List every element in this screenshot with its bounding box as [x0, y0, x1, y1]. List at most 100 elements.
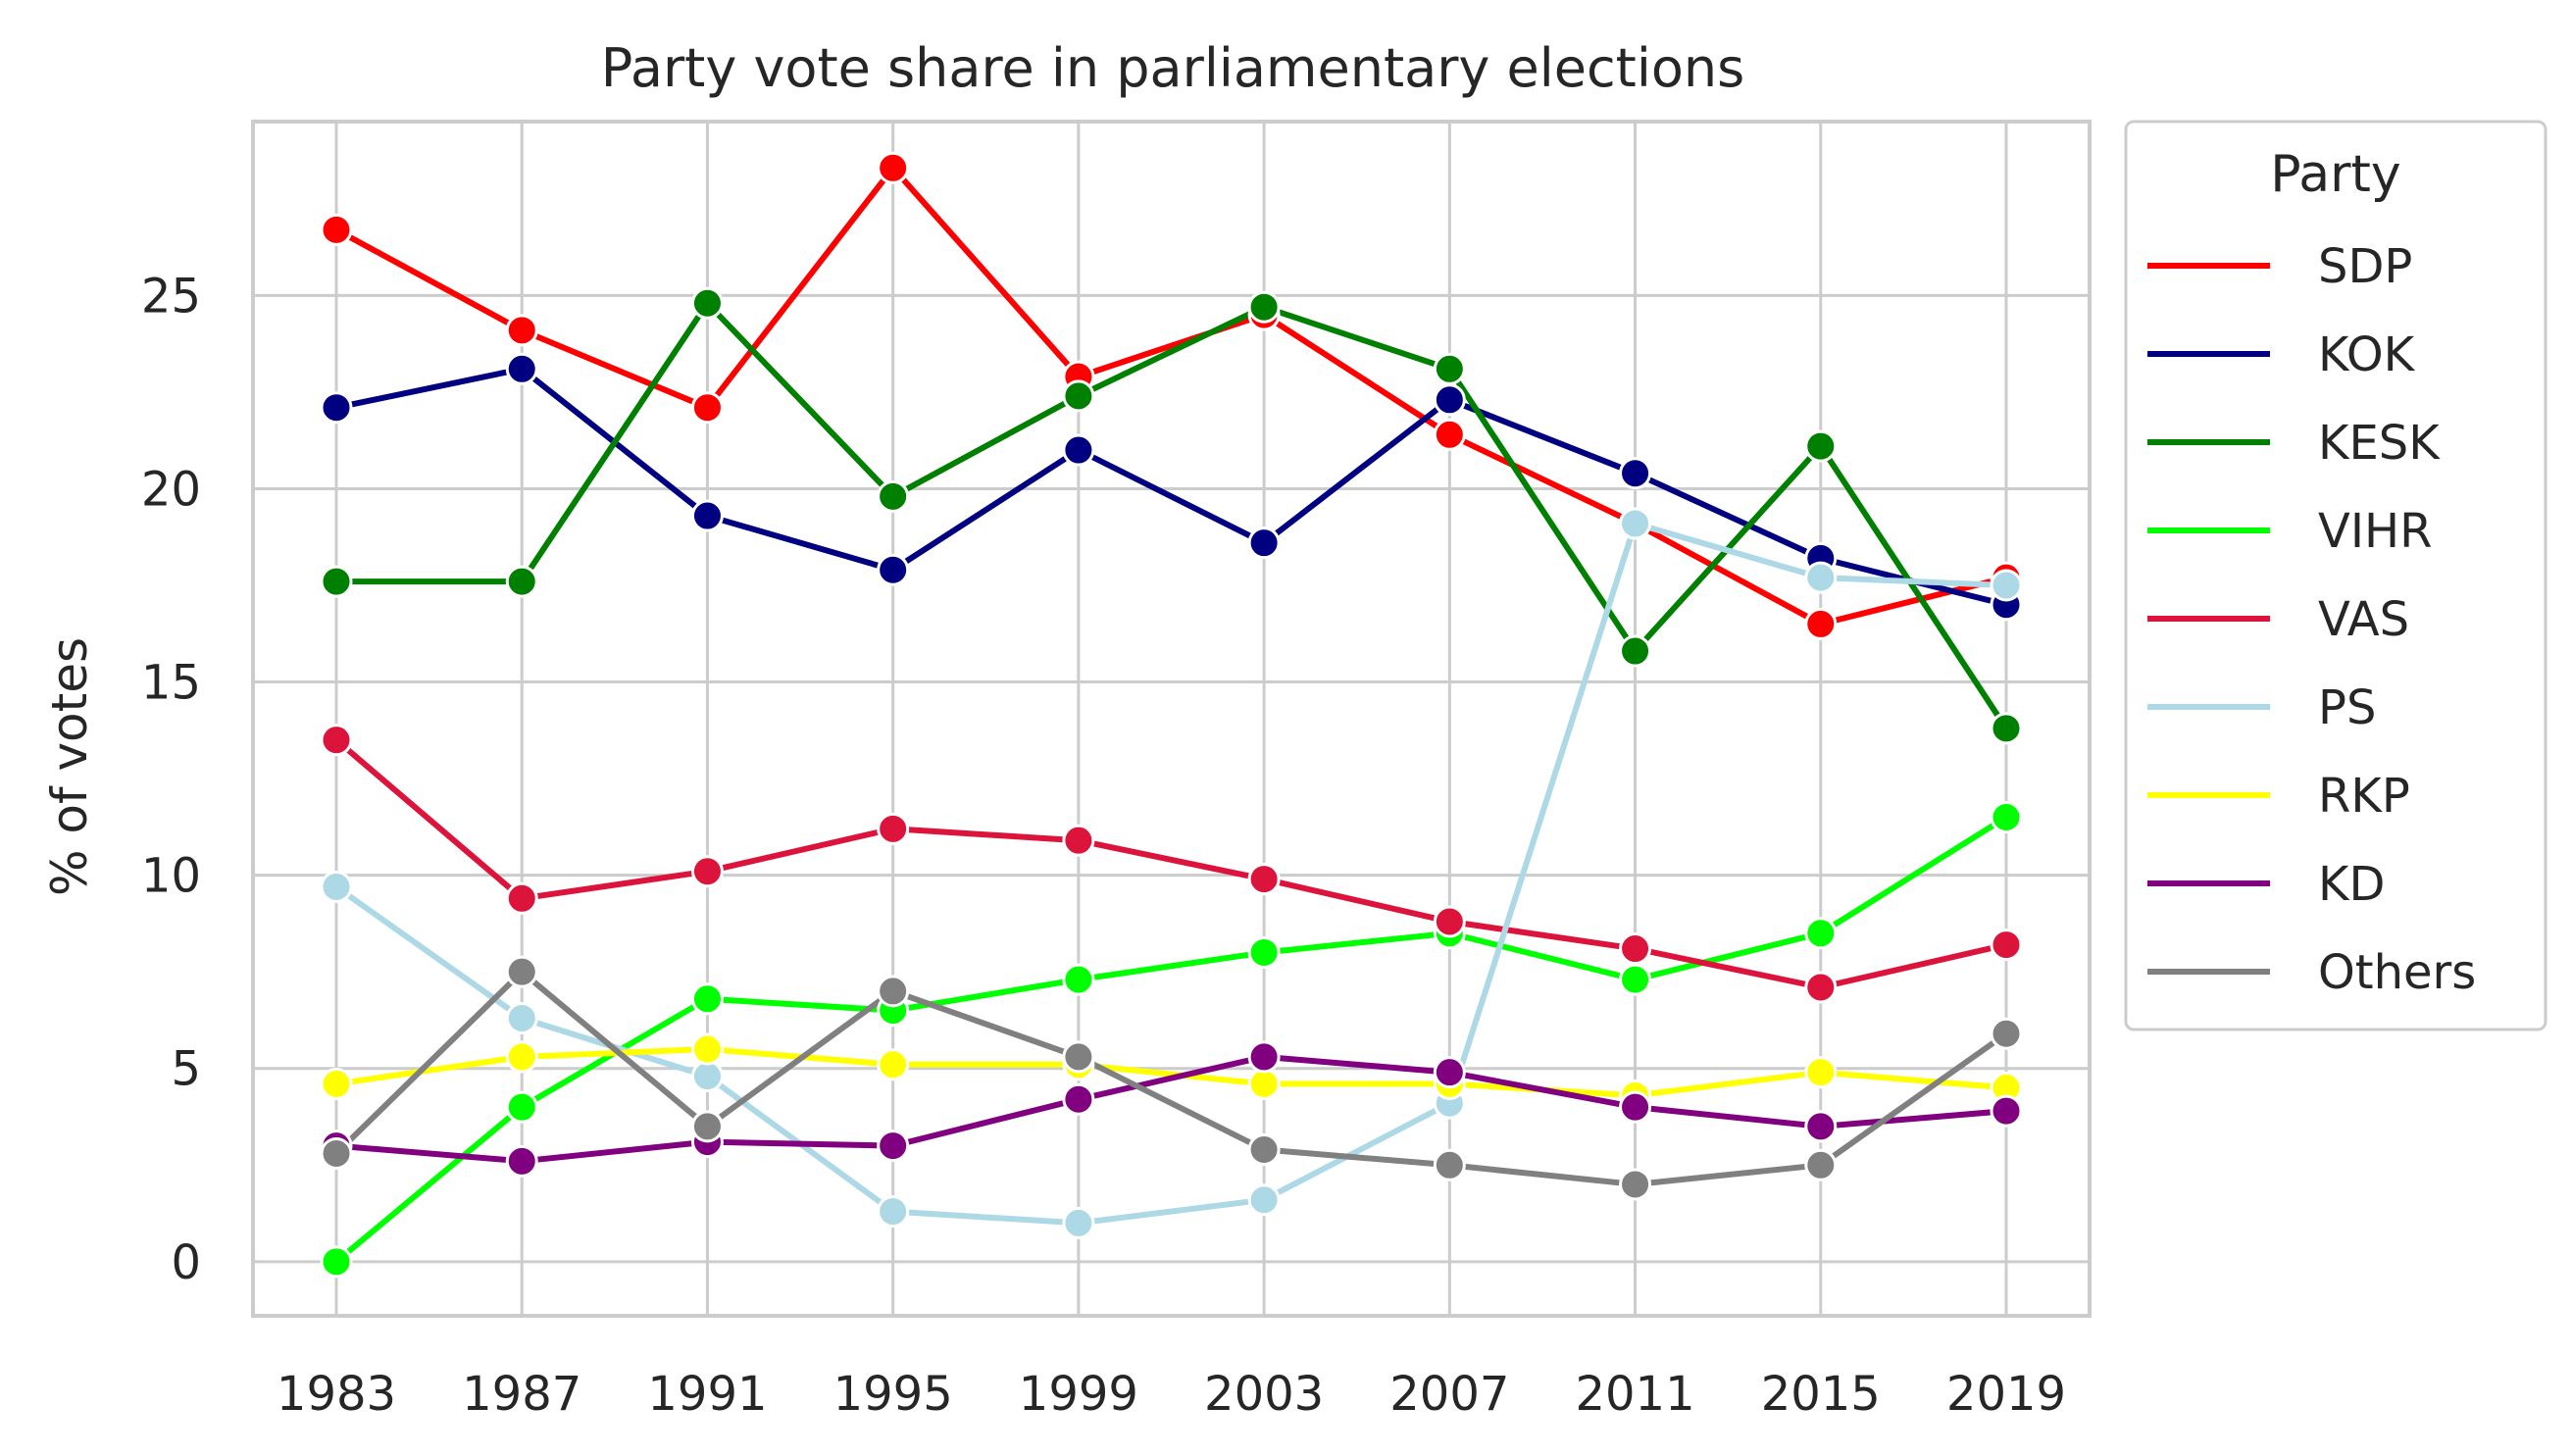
- data-point-sdp: [320, 213, 353, 246]
- data-point-sdp: [1804, 607, 1838, 640]
- data-point-kok: [1062, 433, 1095, 467]
- legend-label-sdp: SDP: [2318, 239, 2412, 294]
- data-point-kesk: [690, 286, 724, 320]
- legend-title: Party: [2270, 145, 2400, 204]
- x-tick-label: 1987: [462, 1367, 581, 1422]
- x-tick-label: 1983: [277, 1367, 396, 1422]
- data-point-others: [1247, 1133, 1281, 1167]
- data-point-rkp: [690, 1032, 724, 1066]
- data-point-kd: [877, 1130, 910, 1163]
- data-point-kesk: [1247, 290, 1281, 324]
- data-point-kesk: [877, 479, 910, 513]
- data-point-ps: [877, 1195, 910, 1229]
- data-point-ps: [1619, 507, 1652, 540]
- data-point-ps: [1990, 569, 2023, 602]
- data-point-vihr: [1619, 963, 1652, 996]
- series-line-vas: [333, 736, 2009, 990]
- y-tick-label: 5: [171, 1042, 201, 1097]
- data-point-rkp: [1804, 1056, 1838, 1089]
- data-point-kd: [1990, 1094, 2023, 1128]
- data-point-vas: [1433, 905, 1466, 938]
- series-line-kd: [333, 1053, 2009, 1165]
- data-point-kd: [1804, 1110, 1838, 1143]
- data-point-vihr: [1247, 935, 1281, 969]
- data-point-others: [1062, 1040, 1095, 1074]
- data-point-vihr: [1990, 801, 2023, 834]
- series-line-sdp: [333, 165, 2009, 628]
- x-axis-ticks: 1983 1987 1991 1995 1999 2003 2007 2011 2015 2019: [277, 1367, 2066, 1422]
- y-axis-label: % of votes: [41, 637, 98, 896]
- legend-label-vas: VAS: [2318, 592, 2409, 647]
- y-tick-label: 15: [141, 656, 201, 711]
- data-point-kesk: [1062, 379, 1095, 413]
- legend-items: SDP KOK KESK VIHR VAS PS RKP KD Others: [2147, 239, 2476, 1000]
- y-axis-ticks: 0 5 10 15 20 25: [141, 269, 201, 1289]
- data-point-others: [1804, 1148, 1838, 1181]
- data-point-kd: [1433, 1056, 1466, 1089]
- data-point-rkp: [320, 1067, 353, 1100]
- data-point-vas: [1619, 932, 1652, 966]
- legend-label-kesk: KESK: [2318, 416, 2441, 471]
- x-tick-label: 2019: [1946, 1367, 2066, 1422]
- legend-label-rkp: RKP: [2318, 769, 2410, 824]
- series-line-kesk: [333, 300, 2009, 731]
- data-point-ps: [1062, 1206, 1095, 1239]
- data-point-kesk: [1433, 352, 1466, 385]
- plot-frame: [251, 120, 2092, 1318]
- data-point-kok: [505, 352, 538, 385]
- data-point-sdp: [1433, 418, 1466, 451]
- data-point-kd: [1062, 1082, 1095, 1116]
- data-point-kok: [690, 499, 724, 532]
- series-line-others: [333, 969, 2009, 1187]
- data-point-rkp: [505, 1040, 538, 1074]
- data-point-rkp: [877, 1048, 910, 1081]
- data-point-kd: [1247, 1040, 1281, 1074]
- data-point-vas: [1990, 929, 2023, 962]
- data-point-kok: [1619, 457, 1652, 490]
- data-point-others: [320, 1136, 353, 1170]
- x-tick-label: 1991: [647, 1367, 767, 1422]
- data-point-ps: [320, 870, 353, 903]
- legend: Party SDP KOK KESK VIHR VAS PS RKP KD Others: [2124, 120, 2547, 1031]
- series-lines: [333, 165, 2009, 1265]
- x-tick-label: 1999: [1019, 1367, 1138, 1422]
- data-point-vas: [505, 881, 538, 915]
- legend-label-kd: KD: [2318, 857, 2385, 912]
- legend-label-kok: KOK: [2318, 327, 2416, 382]
- x-tick-label: 2011: [1575, 1367, 1694, 1422]
- data-point-sdp: [877, 151, 910, 184]
- data-point-ps: [1247, 1183, 1281, 1217]
- data-point-vihr: [1062, 963, 1095, 996]
- data-point-kd: [1619, 1090, 1652, 1124]
- data-point-kok: [877, 553, 910, 586]
- data-point-kok: [1247, 527, 1281, 560]
- data-point-kok: [1433, 383, 1466, 417]
- data-point-sdp: [505, 314, 538, 347]
- data-point-vas: [1804, 971, 1838, 1004]
- y-tick-label: 10: [141, 849, 201, 904]
- data-point-kesk: [1619, 634, 1652, 668]
- data-point-others: [1619, 1168, 1652, 1201]
- data-point-kesk: [320, 565, 353, 598]
- data-point-vas: [320, 724, 353, 757]
- data-point-vas: [877, 812, 910, 845]
- y-tick-label: 20: [141, 462, 201, 517]
- data-point-kesk: [1990, 712, 2023, 745]
- data-point-ps: [505, 1001, 538, 1034]
- data-point-vas: [1247, 863, 1281, 896]
- data-point-others: [877, 975, 910, 1008]
- data-point-vihr: [505, 1090, 538, 1124]
- data-point-vihr: [690, 982, 724, 1016]
- chart-title: Party vote share in parliamentary electi…: [601, 37, 1745, 99]
- data-point-kok: [320, 391, 353, 425]
- data-point-kesk: [505, 565, 538, 598]
- legend-box: [2124, 120, 2547, 1031]
- x-tick-label: 2015: [1761, 1367, 1881, 1422]
- data-point-others: [1990, 1017, 2023, 1050]
- data-point-vas: [690, 855, 724, 888]
- legend-label-vihr: VIHR: [2318, 504, 2432, 559]
- data-point-vihr: [1804, 917, 1838, 950]
- data-point-kesk: [1804, 429, 1838, 463]
- series-points: [320, 151, 2023, 1279]
